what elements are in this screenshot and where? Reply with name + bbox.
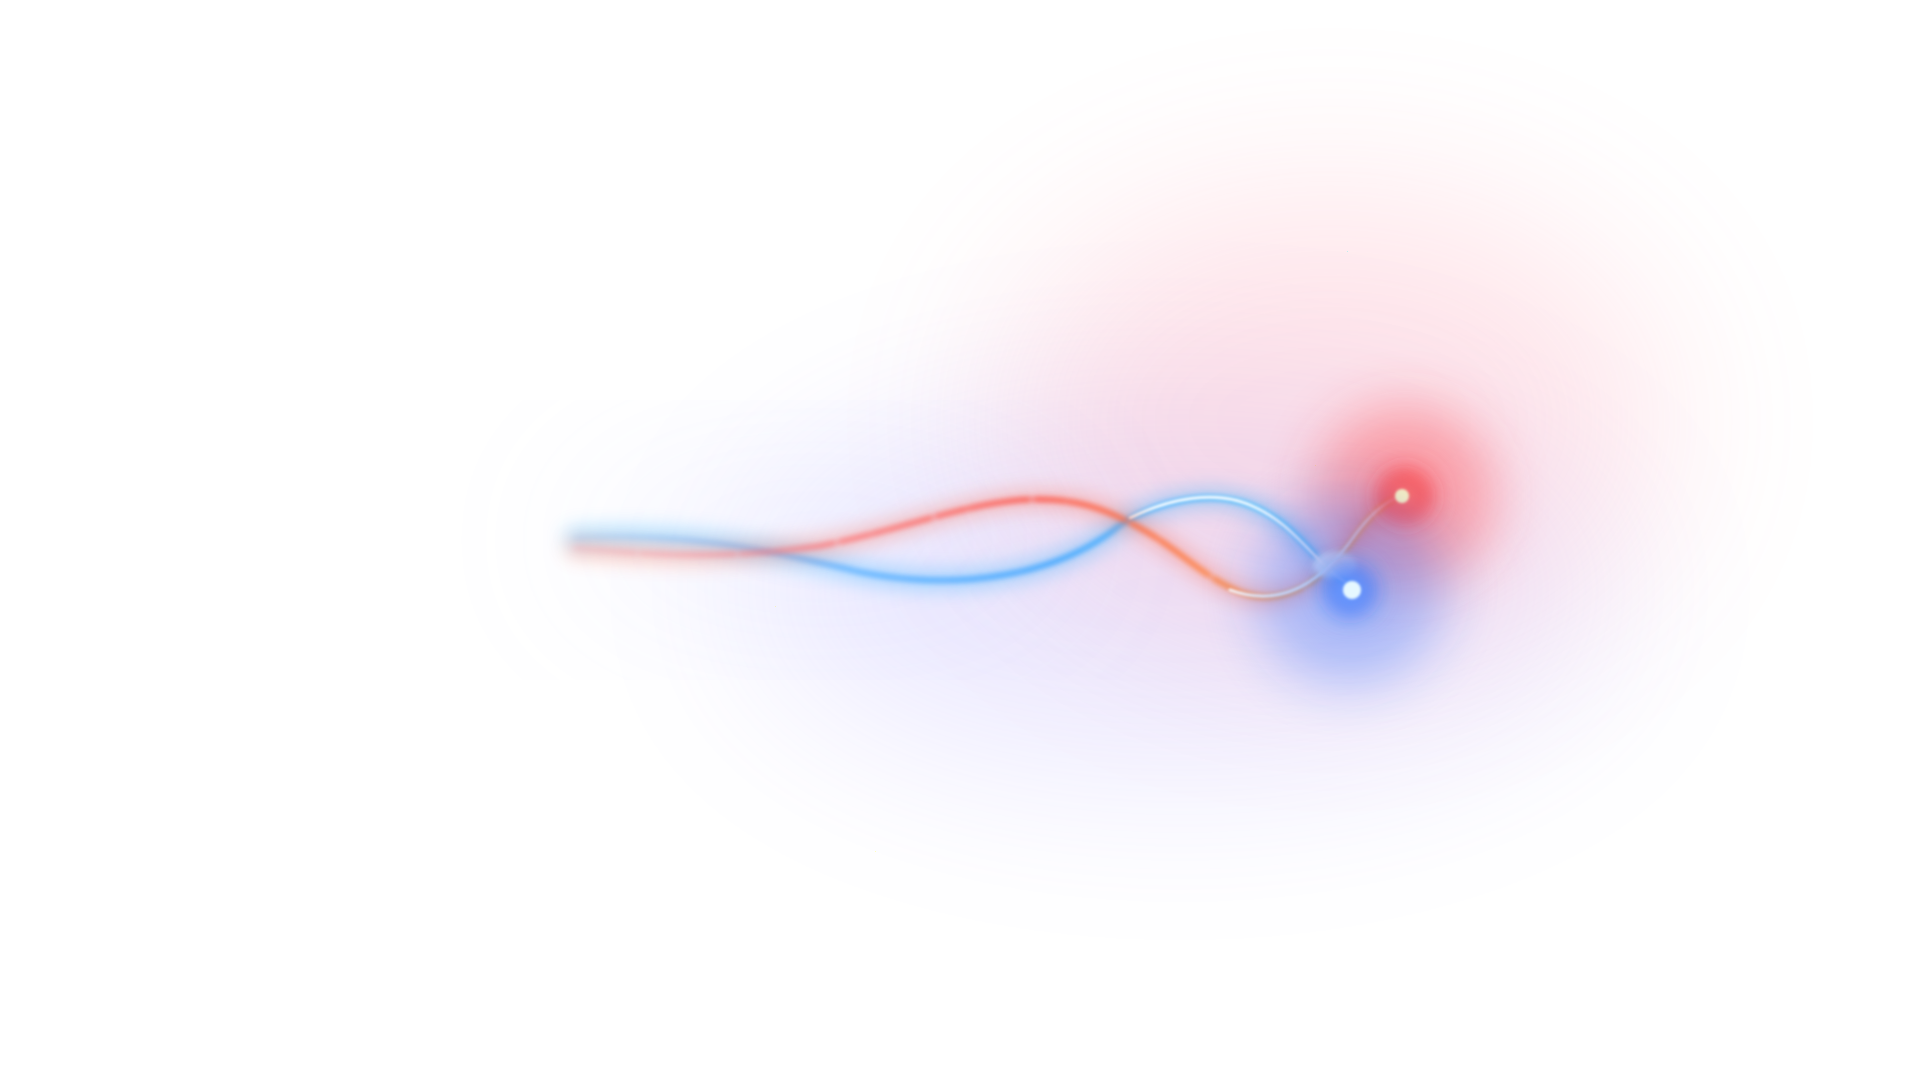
blue-glow-orb <box>1255 495 1445 685</box>
